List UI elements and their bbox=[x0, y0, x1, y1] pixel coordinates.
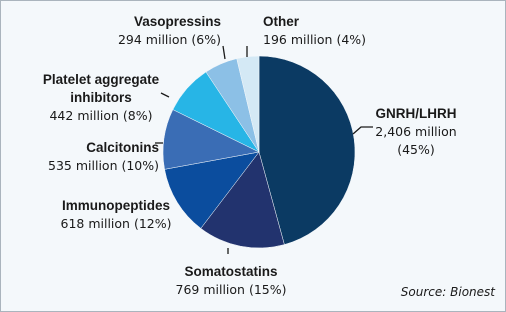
pie-slice bbox=[200, 151, 285, 249]
source: Source: Bionest bbox=[400, 285, 495, 299]
leader-line bbox=[352, 126, 373, 135]
leader-line bbox=[160, 92, 170, 98]
label-calcitonins: Calcitonins 535 million (10%) bbox=[48, 140, 159, 173]
label-other: Other 196 million (4%) bbox=[263, 14, 367, 47]
label-somatostatins: Somatostatins 769 million (15%) bbox=[175, 264, 287, 297]
pie-slice bbox=[164, 151, 260, 229]
label-gnrh: GNRH/LHRH 2,406 million (45%) bbox=[375, 106, 457, 157]
leader-lines bbox=[155, 45, 373, 254]
label-vasopressins: Vasopressins 294 million (6%) bbox=[117, 14, 221, 47]
label-immunopeptides: Immunopeptides 618 million (12%) bbox=[60, 198, 172, 231]
pie-slice bbox=[236, 55, 260, 153]
leader-line bbox=[222, 45, 226, 60]
label-platelet: Platelet aggregate inhibitors 442 million… bbox=[42, 72, 160, 123]
pie-slice bbox=[258, 55, 356, 245]
